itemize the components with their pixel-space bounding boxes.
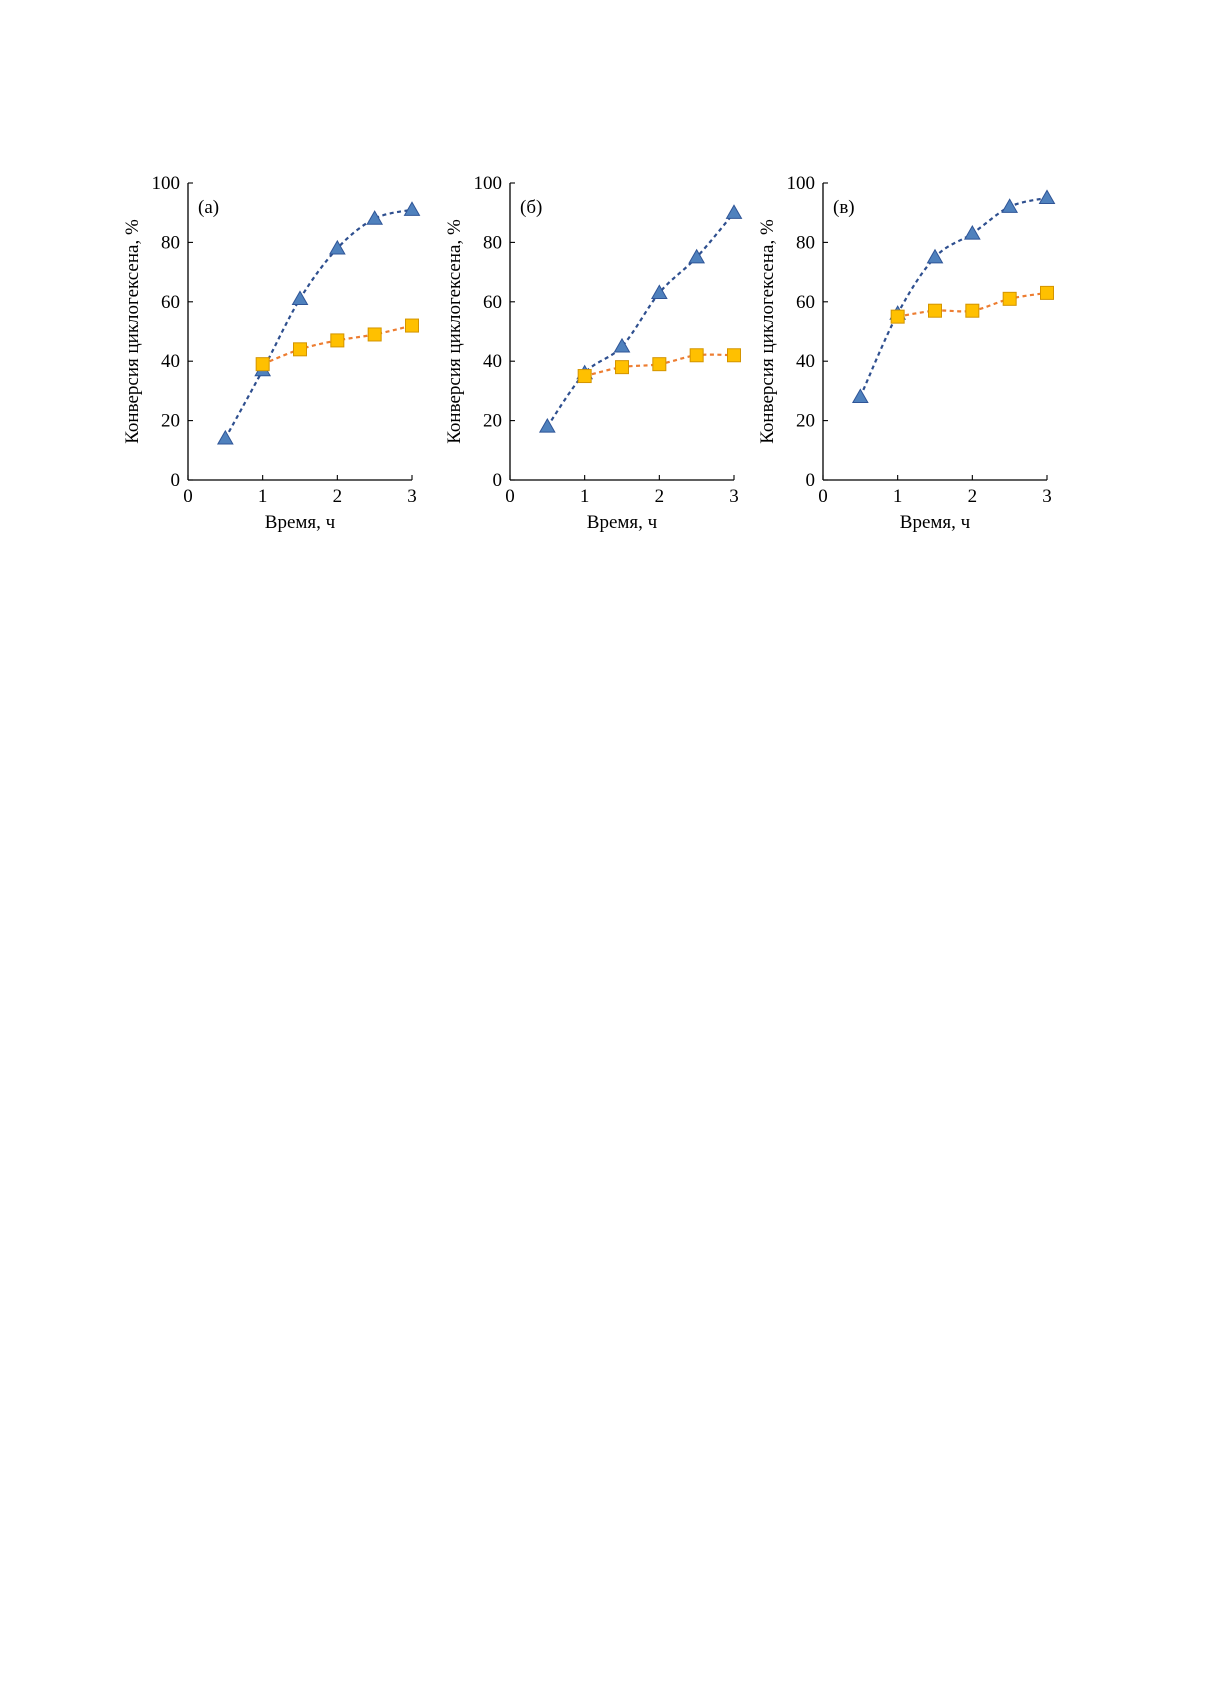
x-tick-label: 2 — [655, 486, 665, 507]
data-point — [293, 342, 307, 357]
x-tick-label: 1 — [893, 486, 903, 507]
data-point — [963, 224, 981, 240]
x-tick-label: 0 — [183, 486, 193, 507]
x-tick-label: 2 — [968, 486, 978, 507]
data-point — [851, 388, 869, 403]
y-tick-label: 100 — [152, 173, 181, 194]
y-tick-label: 60 — [161, 292, 180, 313]
data-point — [1038, 189, 1056, 204]
y-tick-label: 0 — [493, 470, 503, 491]
data-point — [367, 327, 382, 342]
panel-label: (в) — [833, 197, 855, 218]
panel-c: 0 20 40 60 80 100 0 1 2 3 Время, ч Конверсия циклог… — [757, 173, 1056, 533]
series-triangle — [216, 201, 421, 445]
x-tick-label: 3 — [729, 486, 739, 507]
y-axis-label: Конверсия циклогексена, % — [444, 219, 465, 444]
series-square — [255, 318, 419, 372]
data-point — [965, 303, 980, 318]
x-tick-label: 1 — [258, 486, 268, 507]
data-point — [650, 284, 668, 300]
y-tick-label: 100 — [474, 173, 503, 194]
x-tick-label: 3 — [407, 486, 417, 507]
panel-a: 0 20 40 60 80 100 0 1 2 3 Время, ч Конверсия циклог… — [122, 173, 421, 533]
y-tick-label: 20 — [483, 411, 502, 432]
series-triangle — [851, 189, 1056, 403]
x-tick-label: 2 — [333, 486, 343, 507]
y-tick-label: 80 — [796, 232, 815, 253]
data-point — [255, 357, 270, 372]
panel-b: 0 20 40 60 80 100 0 1 2 3 Время, ч Конверсия циклог… — [444, 173, 743, 533]
x-tick-label: 0 — [505, 486, 515, 507]
data-point — [689, 348, 704, 363]
y-axis-label: Конверсия циклогексена, % — [757, 219, 778, 444]
data-point — [216, 429, 234, 445]
data-point — [577, 369, 592, 384]
data-point — [688, 248, 706, 264]
x-axis-label: Время, ч — [900, 512, 971, 533]
data-point — [613, 337, 631, 353]
data-point — [403, 201, 421, 216]
series-square — [577, 348, 741, 384]
y-tick-label: 40 — [796, 351, 815, 372]
y-tick-label: 80 — [483, 232, 502, 253]
data-point — [890, 309, 905, 324]
data-point — [1002, 291, 1017, 306]
x-tick-label: 3 — [1042, 486, 1052, 507]
data-point — [1001, 198, 1019, 213]
trend-line — [224, 208, 413, 439]
series-triangle — [538, 204, 743, 433]
y-tick-label: 100 — [787, 173, 816, 194]
data-point — [330, 333, 345, 348]
series-square — [890, 285, 1054, 324]
figure: 0 20 40 60 80 100 0 1 2 3 Время, ч Конверсия циклог… — [0, 0, 1211, 560]
trend-line — [546, 211, 735, 428]
data-point — [615, 360, 629, 375]
y-tick-label: 40 — [483, 351, 502, 372]
data-point — [727, 348, 741, 363]
y-axis-label: Конверсия циклогексена, % — [122, 219, 143, 444]
x-tick-label: 0 — [818, 486, 828, 507]
y-tick-label: 40 — [161, 351, 180, 372]
data-point — [1040, 285, 1054, 300]
y-tick-label: 0 — [806, 470, 816, 491]
data-point — [405, 318, 419, 333]
data-point — [928, 303, 942, 318]
data-point — [652, 357, 667, 372]
y-tick-label: 20 — [161, 411, 180, 432]
x-tick-label: 1 — [580, 486, 590, 507]
x-axis-label: Время, ч — [587, 512, 658, 533]
data-point — [328, 239, 346, 255]
data-point — [291, 290, 309, 305]
y-tick-label: 0 — [171, 470, 181, 491]
data-point — [538, 418, 556, 433]
data-point — [725, 204, 743, 219]
data-point — [926, 248, 944, 264]
panel-label: (б) — [520, 197, 542, 218]
y-tick-label: 60 — [796, 292, 815, 313]
y-tick-label: 20 — [796, 411, 815, 432]
data-point — [366, 210, 384, 225]
y-tick-label: 80 — [161, 232, 180, 253]
panel-label: (а) — [198, 197, 219, 218]
x-axis-label: Время, ч — [265, 512, 336, 533]
y-tick-label: 60 — [483, 292, 502, 313]
